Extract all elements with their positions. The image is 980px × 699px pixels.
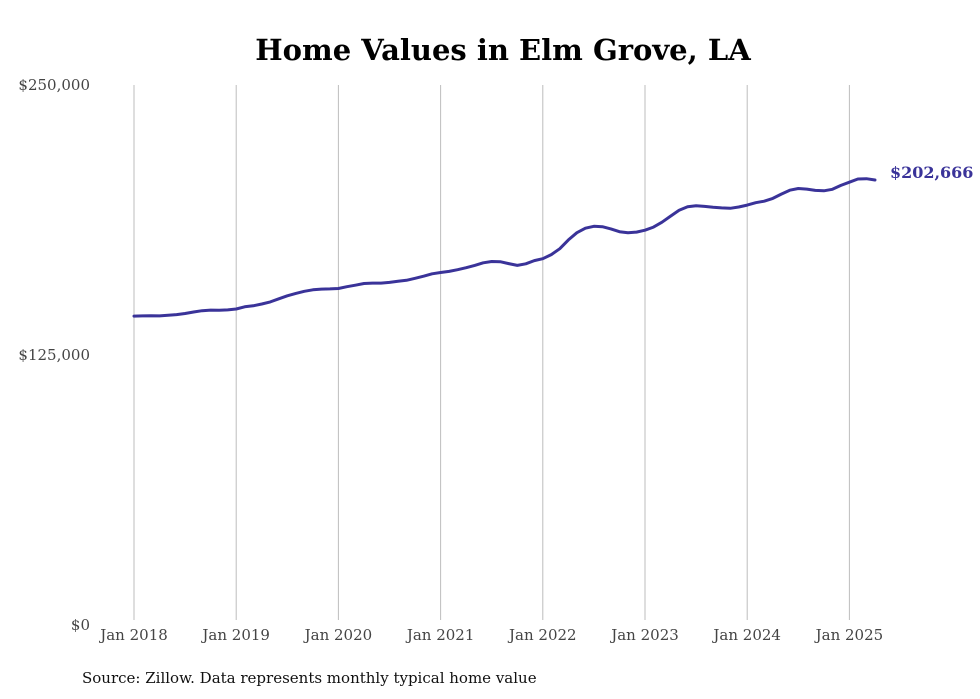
source-note: Source: Zillow. Data represents monthly … — [82, 669, 537, 687]
x-axis-ticks: Jan 2018 Jan 2019 Jan 2020 Jan 2021 Jan 2022… — [98, 626, 883, 644]
x-tick-label: Jan 2018 — [98, 626, 168, 644]
x-tick-label: Jan 2024 — [711, 626, 781, 644]
latest-value-label: $202,666 — [890, 163, 974, 182]
x-tick-label: Jan 2022 — [507, 626, 577, 644]
home-value-line — [132, 177, 877, 318]
y-axis-ticks: $0 $125,000 $250,000 — [18, 76, 90, 634]
chart-title: Home Values in Elm Grove, LA — [255, 33, 751, 67]
y-tick-label: $0 — [71, 616, 90, 634]
x-tick-label: Jan 2023 — [609, 626, 679, 644]
x-tick-label: Jan 2021 — [405, 626, 475, 644]
x-tick-label: Jan 2025 — [814, 626, 884, 644]
x-tick-label: Jan 2020 — [303, 626, 373, 644]
x-tick-label: Jan 2019 — [200, 626, 270, 644]
y-tick-label: $250,000 — [18, 76, 90, 94]
gridlines — [133, 85, 850, 620]
y-tick-label: $125,000 — [18, 346, 90, 364]
